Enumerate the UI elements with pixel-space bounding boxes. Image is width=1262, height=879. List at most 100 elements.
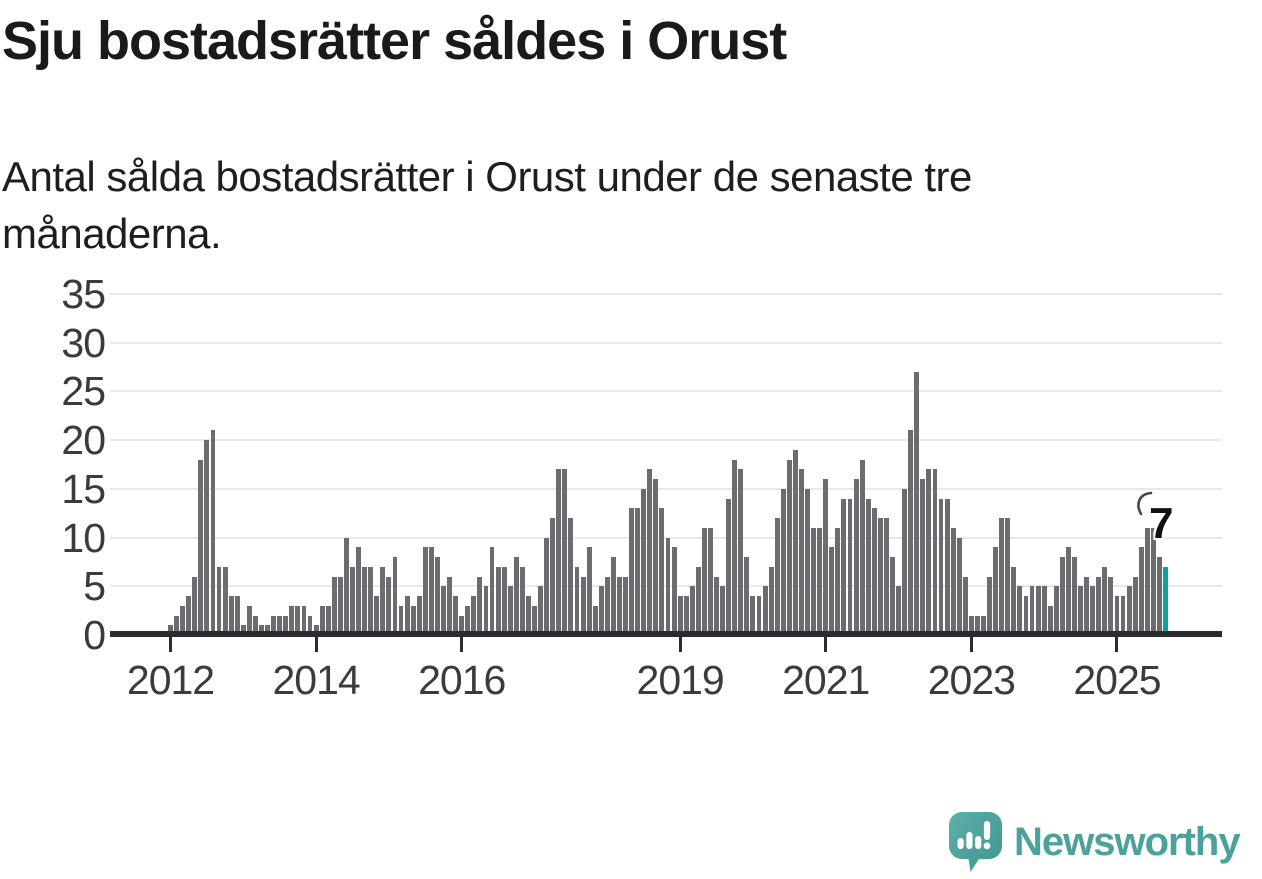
bar: [732, 459, 738, 635]
bar: [653, 479, 659, 635]
newsworthy-logo: Newsworthy: [946, 810, 1241, 874]
bar: [580, 576, 586, 635]
bar: [859, 459, 865, 635]
bar: [641, 488, 647, 635]
bar: [1132, 576, 1138, 635]
bar: [1035, 586, 1041, 635]
y-axis-tick-label: 25: [61, 368, 106, 415]
bar: [526, 596, 531, 635]
bar: [386, 576, 392, 635]
bar: [562, 469, 568, 635]
bar: [222, 566, 228, 635]
bar: [192, 576, 198, 635]
y-axis-tick-label: 15: [61, 465, 106, 512]
bar: [768, 566, 774, 635]
bar: [792, 449, 798, 635]
bar: [1078, 586, 1083, 635]
bar: [1120, 596, 1126, 635]
x-axis-line: [110, 631, 1222, 637]
bar: [198, 459, 204, 635]
bar: [428, 547, 434, 635]
bar: [447, 576, 453, 635]
bar: [1156, 557, 1162, 635]
bar: [890, 557, 895, 635]
x-axis-tick: [1115, 636, 1119, 652]
bar: [180, 605, 186, 635]
bar: [629, 508, 635, 635]
bar: [331, 576, 337, 635]
bar: [544, 537, 550, 635]
bar: [1090, 586, 1096, 635]
x-axis-tick-label: 2025: [1073, 657, 1161, 703]
bar: [519, 566, 525, 635]
bar: [271, 615, 277, 635]
bar: [756, 596, 762, 635]
bar: [853, 479, 859, 635]
bar: [1059, 557, 1065, 635]
bar: [307, 615, 313, 635]
bar: [829, 547, 835, 635]
bar: [301, 605, 307, 635]
bar: [902, 488, 908, 635]
bar: [289, 605, 295, 635]
bar: [926, 469, 932, 635]
bar: [610, 557, 616, 635]
x-axis-tick-label: 2014: [272, 657, 361, 703]
bar: [356, 547, 362, 635]
x-axis-tick-label: 2016: [418, 657, 506, 703]
x-axis-tick: [678, 636, 682, 652]
bar: [762, 586, 768, 635]
bar: [513, 557, 519, 635]
bar: [259, 625, 264, 635]
bar: [362, 566, 368, 635]
bar: [896, 586, 901, 635]
bar: [726, 498, 732, 635]
bar: [380, 566, 386, 635]
bar: [1126, 586, 1132, 635]
bar: [240, 625, 246, 635]
bar: [659, 508, 665, 635]
bar: [962, 576, 968, 635]
bar: [932, 469, 938, 635]
bar: [210, 430, 216, 635]
bar: [586, 547, 592, 635]
bar: [689, 586, 695, 635]
bar: [920, 479, 926, 635]
bar: [647, 469, 653, 635]
bar: [325, 605, 331, 635]
bar: [1138, 547, 1144, 635]
bar: [174, 615, 179, 635]
bar: [489, 547, 495, 635]
x-axis-tick: [460, 636, 464, 652]
bar: [671, 547, 677, 635]
x-axis-tick: [969, 636, 973, 652]
bar: [501, 566, 507, 635]
bar: [168, 625, 173, 635]
bar: [483, 586, 489, 635]
bar: [823, 479, 829, 635]
bar: [556, 469, 562, 635]
bar: [1072, 557, 1077, 635]
bar: [350, 566, 355, 635]
bar: [186, 596, 192, 635]
bar: [974, 615, 980, 635]
bar: [441, 586, 446, 635]
bar: [435, 557, 440, 635]
bar: [532, 605, 537, 635]
bar: [465, 605, 471, 635]
bar: [811, 527, 817, 635]
bar: [1096, 576, 1102, 635]
bar: [410, 605, 416, 635]
bar: [817, 527, 823, 635]
x-axis-tick-label: 2012: [126, 657, 215, 703]
bar: [914, 371, 920, 635]
bar: [265, 625, 270, 635]
bar: [337, 576, 343, 635]
bar: [313, 625, 319, 635]
bar: [592, 605, 598, 635]
bar: [477, 576, 483, 635]
bar: [1041, 586, 1047, 635]
bar: [283, 615, 289, 635]
